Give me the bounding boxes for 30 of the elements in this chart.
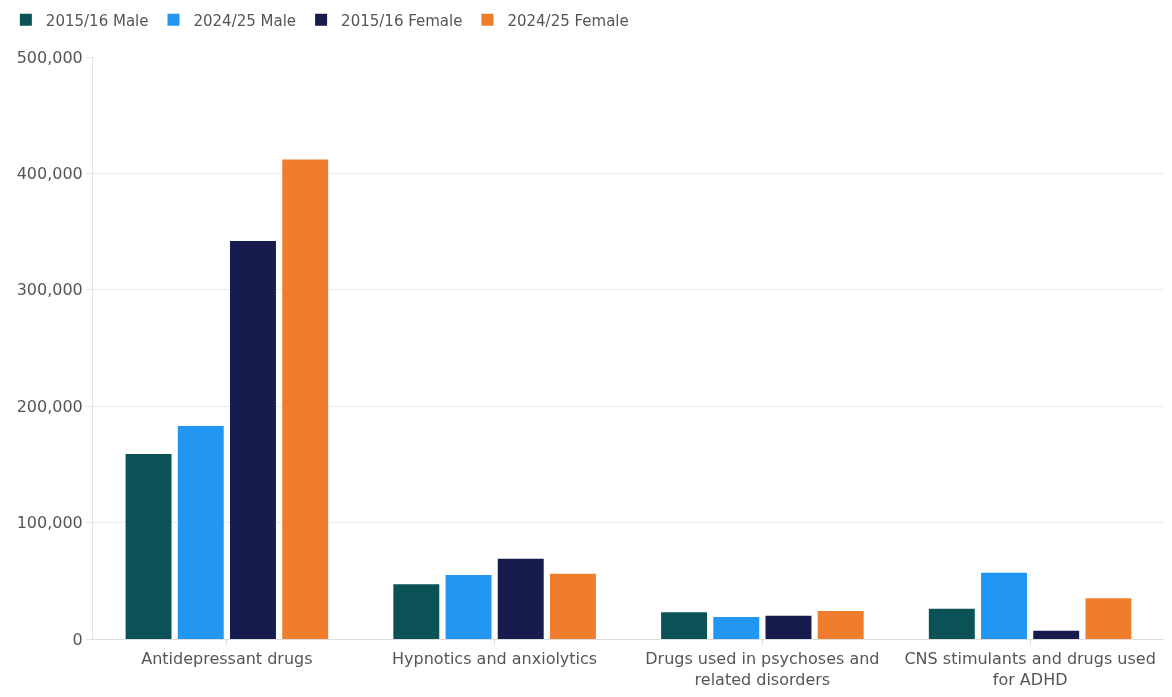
bar	[393, 584, 440, 639]
y-tick-label: 300,000	[16, 280, 83, 300]
legend-label: 2024/25 Male	[193, 11, 297, 30]
y-tick-label: 0	[72, 629, 83, 649]
y-tick-label: 100,000	[16, 513, 83, 533]
legend-label: 2015/16 Female	[341, 11, 463, 30]
bar	[765, 615, 812, 639]
x-tick-label: Antidepressant drugs	[141, 649, 313, 669]
x-tick-label: Hypnotics and anxiolytics	[392, 649, 598, 669]
bar	[713, 616, 760, 639]
legend-label: 2015/16 Male	[45, 11, 149, 30]
y-tick-label: 400,000	[16, 164, 83, 183]
bar	[661, 612, 708, 639]
y-tick-label: 500,000	[16, 47, 83, 67]
bar	[282, 159, 329, 639]
bar	[177, 425, 224, 639]
bar	[497, 558, 544, 639]
bar	[817, 611, 864, 639]
bar	[1033, 630, 1080, 639]
y-tick-label: 200,000	[16, 396, 83, 416]
bar	[928, 608, 975, 639]
bar	[981, 572, 1027, 639]
bar	[1085, 598, 1132, 639]
x-tick-label: CNS stimulants and drugs used for ADHD	[904, 649, 1156, 689]
bar	[230, 240, 276, 639]
bar	[549, 573, 596, 639]
x-tick-label: Drugs used in psychoses and related disorders	[645, 649, 880, 689]
bar	[125, 453, 172, 639]
bar	[445, 574, 492, 639]
legend-label: 2024/25 Female	[507, 11, 629, 30]
